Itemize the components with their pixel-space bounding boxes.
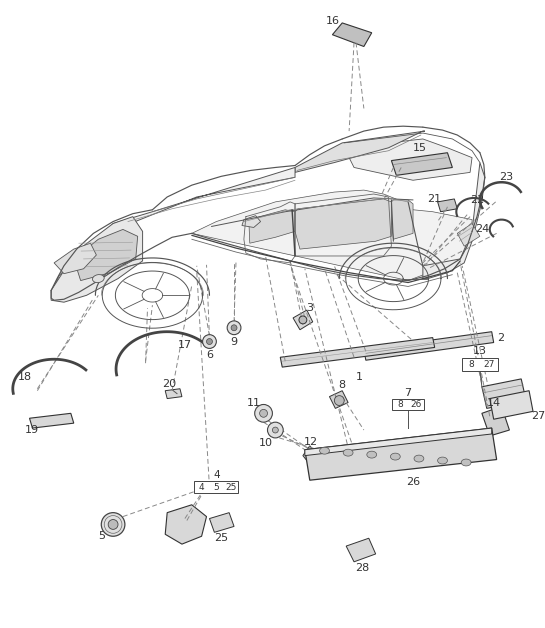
Polygon shape — [51, 217, 143, 302]
Polygon shape — [359, 224, 378, 232]
Text: 11: 11 — [247, 399, 261, 408]
Text: 25: 25 — [226, 482, 237, 492]
Polygon shape — [242, 215, 261, 227]
Polygon shape — [249, 210, 295, 243]
Ellipse shape — [367, 451, 377, 458]
Ellipse shape — [461, 459, 471, 466]
Polygon shape — [482, 406, 510, 436]
Circle shape — [227, 321, 241, 335]
Text: 27: 27 — [483, 360, 494, 369]
Text: 15: 15 — [413, 143, 427, 153]
Polygon shape — [54, 243, 96, 274]
Polygon shape — [295, 199, 391, 249]
Ellipse shape — [93, 274, 104, 283]
Text: 18: 18 — [17, 372, 32, 382]
Text: 22: 22 — [470, 195, 484, 205]
Polygon shape — [51, 168, 295, 293]
Text: 20: 20 — [162, 379, 176, 389]
Polygon shape — [314, 230, 336, 239]
Polygon shape — [293, 310, 313, 330]
Ellipse shape — [438, 457, 447, 464]
Polygon shape — [165, 505, 207, 544]
Polygon shape — [391, 153, 452, 175]
Text: 5: 5 — [98, 531, 105, 541]
Circle shape — [108, 519, 118, 529]
Polygon shape — [482, 379, 526, 408]
Text: 16: 16 — [325, 16, 340, 26]
Text: 24: 24 — [475, 224, 490, 234]
Circle shape — [231, 325, 237, 331]
Circle shape — [255, 404, 272, 422]
Polygon shape — [303, 446, 317, 465]
Polygon shape — [305, 428, 496, 480]
Text: 17: 17 — [178, 340, 192, 350]
Text: 7: 7 — [404, 387, 411, 398]
Text: 19: 19 — [25, 425, 39, 435]
Text: 25: 25 — [214, 533, 228, 543]
Text: 21: 21 — [428, 194, 442, 204]
Text: 13: 13 — [473, 347, 487, 356]
Circle shape — [272, 427, 278, 433]
Text: 26: 26 — [410, 400, 422, 409]
Circle shape — [101, 512, 125, 536]
Text: 23: 23 — [499, 172, 513, 182]
Circle shape — [335, 396, 344, 406]
Polygon shape — [329, 391, 348, 408]
Polygon shape — [74, 229, 138, 281]
Polygon shape — [391, 200, 413, 239]
Circle shape — [268, 422, 283, 438]
Ellipse shape — [414, 455, 424, 462]
Polygon shape — [29, 413, 74, 428]
Polygon shape — [364, 332, 494, 360]
Text: 28: 28 — [355, 563, 369, 573]
Polygon shape — [165, 389, 182, 399]
Ellipse shape — [343, 449, 353, 456]
Text: 14: 14 — [487, 398, 501, 408]
Polygon shape — [280, 338, 435, 367]
Circle shape — [203, 335, 216, 349]
Text: 3: 3 — [306, 303, 313, 313]
Circle shape — [259, 409, 268, 417]
Text: 1: 1 — [355, 372, 362, 382]
Text: 27: 27 — [531, 411, 545, 421]
Ellipse shape — [319, 447, 329, 454]
Text: 4: 4 — [199, 482, 204, 492]
Circle shape — [207, 338, 213, 345]
Bar — [462, 358, 498, 371]
Text: 12: 12 — [304, 437, 318, 447]
Polygon shape — [305, 428, 492, 455]
Polygon shape — [332, 23, 372, 46]
Text: 5: 5 — [214, 482, 219, 492]
Polygon shape — [349, 139, 472, 180]
Text: 9: 9 — [231, 337, 238, 347]
Text: 10: 10 — [258, 438, 272, 448]
Polygon shape — [295, 131, 425, 173]
Polygon shape — [423, 163, 485, 279]
Text: 26: 26 — [406, 477, 420, 487]
Circle shape — [299, 316, 307, 324]
Bar — [194, 481, 239, 493]
Polygon shape — [192, 190, 472, 281]
Text: 6: 6 — [206, 350, 213, 360]
Text: 4: 4 — [213, 470, 220, 480]
Bar — [392, 399, 424, 410]
Polygon shape — [209, 512, 234, 533]
Polygon shape — [346, 538, 376, 562]
Text: 8: 8 — [468, 360, 474, 369]
Text: 8: 8 — [338, 380, 346, 390]
Polygon shape — [457, 224, 480, 246]
Text: 8: 8 — [397, 400, 403, 409]
Polygon shape — [438, 199, 457, 212]
Text: 2: 2 — [496, 333, 504, 343]
Polygon shape — [490, 391, 533, 420]
Ellipse shape — [390, 453, 400, 460]
